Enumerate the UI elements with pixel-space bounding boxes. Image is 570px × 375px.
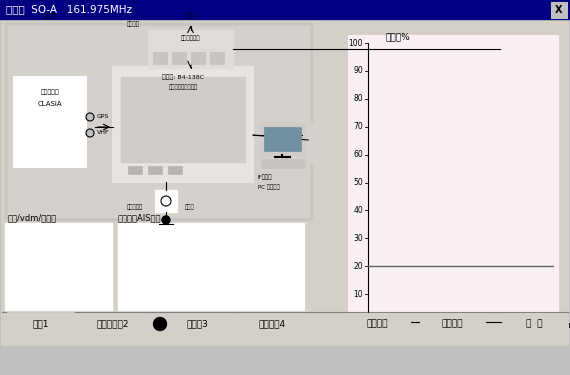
Bar	[118, 223, 308, 310]
Bar	[113, 67, 253, 182]
Text: 70: 70	[353, 122, 363, 131]
Bar	[168, 166, 182, 174]
Bar	[5, 223, 112, 310]
Bar	[2, 312, 568, 345]
Text: PC 接口软件: PC 接口软件	[258, 184, 280, 190]
Text: 开始测试4: 开始测试4	[259, 320, 286, 328]
Text: 40: 40	[353, 206, 363, 215]
Text: IF输出口: IF输出口	[258, 174, 272, 180]
Text: 退  出: 退 出	[526, 320, 543, 328]
Bar	[0, 0, 570, 19]
Text: -110: -110	[544, 327, 561, 336]
Text: -90: -90	[473, 327, 485, 336]
Bar	[308, 123, 330, 163]
Circle shape	[153, 318, 166, 330]
Text: 清除显示: 清除显示	[442, 320, 463, 328]
Text: 保存图形: 保存图形	[367, 320, 388, 328]
Bar	[420, 313, 485, 335]
Text: 配置1: 配置1	[32, 320, 49, 328]
Bar	[261, 159, 305, 168]
Bar	[8, 313, 73, 335]
Text: 功率/vdm/误包率: 功率/vdm/误包率	[8, 213, 57, 222]
Bar	[191, 52, 205, 64]
Bar	[14, 77, 86, 167]
Text: -100: -100	[507, 327, 524, 336]
Text: GPS: GPS	[97, 114, 109, 120]
Text: 信号源测试: 信号源测试	[127, 204, 143, 210]
Text: dBm: dBm	[557, 321, 570, 330]
Circle shape	[86, 129, 94, 137]
Bar	[240, 313, 305, 335]
Text: 灵敏度  SO-A   161.975MHz: 灵敏度 SO-A 161.975MHz	[6, 4, 132, 15]
Text: X: X	[555, 5, 563, 15]
Text: 90: 90	[353, 66, 363, 75]
Bar	[348, 35, 558, 330]
Bar	[128, 166, 142, 174]
Text: 误包率%: 误包率%	[386, 33, 411, 42]
Text: 开串口3: 开串口3	[186, 320, 209, 328]
Bar	[165, 313, 230, 335]
Text: 明實号信号就发生器: 明實号信号就发生器	[168, 84, 198, 90]
Text: -60: -60	[362, 327, 374, 336]
Text: 接收机类型: 接收机类型	[40, 89, 59, 95]
Bar	[264, 127, 301, 151]
Text: 100: 100	[348, 39, 363, 48]
Text: 10: 10	[353, 290, 363, 298]
Bar	[345, 313, 410, 335]
Text: 天线: 天线	[187, 13, 194, 19]
Bar	[210, 52, 224, 64]
Bar	[148, 166, 162, 174]
Text: 50: 50	[353, 178, 363, 187]
Text: -80: -80	[436, 327, 448, 336]
Text: 0: 0	[358, 318, 363, 327]
Text: 接收机口: 接收机口	[43, 13, 56, 19]
Text: 20: 20	[353, 262, 363, 271]
Text: -70: -70	[399, 327, 411, 336]
Bar	[260, 123, 305, 155]
Text: 调谐器: 调谐器	[185, 204, 195, 210]
Text: 局域网管理器: 局域网管理器	[181, 35, 200, 41]
Bar	[305, 223, 313, 310]
Bar	[318, 24, 566, 342]
Bar	[148, 30, 233, 68]
Text: 60: 60	[353, 150, 363, 159]
Circle shape	[162, 216, 170, 224]
Circle shape	[86, 113, 94, 121]
Bar	[5, 23, 312, 220]
Bar	[155, 190, 177, 212]
Text: 80: 80	[353, 94, 363, 103]
Bar	[80, 313, 145, 335]
Text: 信号源: B4-138C: 信号源: B4-138C	[162, 74, 204, 80]
Bar	[551, 2, 567, 18]
Bar	[172, 52, 186, 64]
Bar	[2, 20, 568, 345]
Bar	[502, 313, 567, 335]
Bar	[121, 77, 245, 162]
Text: VHF: VHF	[97, 130, 109, 135]
Text: 信号频设的2: 信号频设的2	[96, 320, 129, 328]
Text: 接收到的AIS报文: 接收到的AIS报文	[118, 213, 161, 222]
Bar	[8, 26, 309, 217]
Text: 接天线口: 接天线口	[127, 21, 140, 27]
Text: CLASIA: CLASIA	[38, 101, 62, 107]
Text: 30: 30	[353, 234, 363, 243]
Bar	[153, 52, 167, 64]
